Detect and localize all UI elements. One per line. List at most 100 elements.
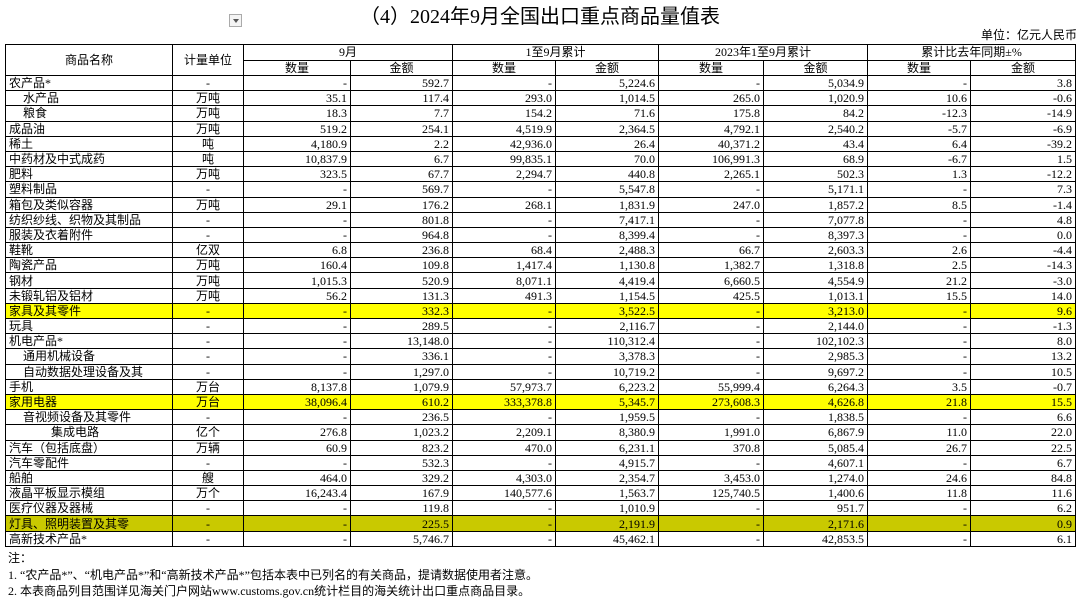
value-cell: 176.2: [349, 196, 454, 213]
value-cell: 4,180.9: [243, 135, 351, 152]
value-cell: 254.1: [349, 120, 454, 137]
value-cell: 8,397.3: [763, 226, 869, 244]
unit-cell: 万吨: [172, 287, 244, 304]
value-cell: 26.4: [555, 135, 660, 152]
value-cell: 5,085.4: [763, 439, 869, 456]
value-cell: 8.0: [970, 333, 1077, 350]
item-name: 高新技术产品*: [5, 530, 173, 547]
value-cell: 14.0: [970, 287, 1077, 304]
value-cell: 332.3: [349, 302, 454, 320]
value-cell: 5,171.1: [763, 181, 869, 198]
value-cell: 2,488.3: [555, 242, 660, 259]
value-cell: -4.4: [970, 242, 1077, 259]
table-row: 稀土吨 4,180.9 2.2 42,936.0 26.4 40,371.2 43.4 6.4…: [5, 135, 1077, 152]
value-cell: 84.8: [970, 469, 1077, 487]
value-cell: -: [867, 348, 972, 365]
value-cell: 2,265.1: [658, 166, 765, 183]
table-row: 陶瓷产品 万吨 160.4 109.8 1,417.4 1,130.8 1,382.7 1,3…: [5, 257, 1077, 274]
value-cell: 15.5: [970, 393, 1077, 411]
item-name: 灯具、照明装置及其零: [5, 515, 173, 532]
unit-cell: -: [172, 317, 244, 335]
value-cell: 42,853.5: [763, 530, 869, 547]
value-cell: 8,071.1: [452, 272, 557, 289]
item-name: 鞋靴: [5, 242, 173, 259]
value-cell: -: [658, 409, 765, 426]
value-cell: 2.2: [349, 135, 454, 152]
value-cell: 1,013.1: [763, 287, 869, 304]
value-cell: -: [243, 500, 351, 517]
value-cell: -: [658, 302, 765, 320]
value-cell: 6,231.1: [555, 439, 660, 456]
value-cell: 464.0: [243, 469, 351, 487]
value-cell: 5,746.7: [349, 530, 454, 547]
value-cell: 21.2: [867, 272, 972, 289]
value-cell: 7,077.8: [763, 211, 869, 228]
value-cell: -6.7: [867, 150, 972, 168]
table-row: 家用电器 万台 38,096.4 610.2 333,378.8 5,345.7 273,6…: [5, 393, 1077, 411]
value-cell: -12.3: [867, 105, 972, 122]
value-cell: 1,318.8: [763, 257, 869, 274]
table-row: 高新技术产品* - -5,746.7-45,462.1-42,853.5-6.1: [5, 530, 1077, 547]
value-cell: 2,294.7: [452, 166, 557, 183]
value-cell: 106,991.3: [658, 150, 765, 168]
filter-dropdown[interactable]: [229, 14, 242, 27]
value-cell: 42,936.0: [452, 135, 557, 152]
sub-header: 数量: [867, 59, 972, 76]
value-cell: 4,626.8: [763, 393, 869, 411]
value-cell: -14.3: [970, 257, 1077, 274]
value-cell: 71.6: [555, 105, 660, 122]
value-cell: 18.3: [243, 105, 351, 122]
unit-cell: -: [172, 409, 244, 426]
value-cell: 236.8: [349, 242, 454, 259]
unit-cell: -: [172, 515, 244, 532]
sub-header: 金额: [555, 59, 660, 76]
value-cell: 60.9: [243, 439, 351, 456]
value-cell: 236.5: [349, 409, 454, 426]
value-cell: -: [243, 317, 351, 335]
value-cell: -: [867, 302, 972, 320]
value-cell: 10,837.9: [243, 150, 351, 168]
table-row: 集成电路 亿个 276.8 1,023.2 2,209.1 8,380.9 1,991.0 6…: [5, 424, 1077, 441]
unit-cell: 万吨: [172, 90, 244, 107]
value-cell: -39.2: [970, 135, 1077, 152]
item-name: 船舶: [5, 469, 173, 487]
value-cell: -: [867, 530, 972, 547]
value-cell: 6.2: [970, 500, 1077, 517]
value-cell: 1.3: [867, 166, 972, 183]
value-cell: 45,462.1: [555, 530, 660, 547]
value-cell: 119.8: [349, 500, 454, 517]
unit-cell: -: [172, 181, 244, 198]
value-cell: 57,973.7: [452, 378, 557, 395]
value-cell: 0.9: [970, 515, 1077, 532]
value-cell: -: [243, 211, 351, 228]
value-cell: 1,023.2: [349, 424, 454, 441]
value-cell: -14.9: [970, 105, 1077, 122]
item-name: 通用机械设备: [5, 348, 173, 365]
value-cell: -0.6: [970, 90, 1077, 107]
value-cell: 1,297.0: [349, 363, 454, 380]
value-cell: 4,915.7: [555, 454, 660, 471]
table-row: 玩具 - -289.5-2,116.7-2,144.0- -1.3: [5, 317, 1077, 335]
value-cell: 3.8: [970, 74, 1077, 92]
unit-cell: -: [172, 348, 244, 365]
value-cell: 265.0: [658, 90, 765, 107]
value-cell: 3,378.3: [555, 348, 660, 365]
value-cell: 125,740.5: [658, 485, 765, 502]
item-name: 钢材: [5, 272, 173, 289]
item-name: 医疗仪器及器械: [5, 500, 173, 517]
value-cell: 8,137.8: [243, 378, 351, 395]
value-cell: -: [867, 363, 972, 380]
value-cell: -: [452, 454, 557, 471]
value-cell: -: [658, 181, 765, 198]
item-name: 集成电路: [5, 424, 173, 441]
value-cell: 1,857.2: [763, 196, 869, 213]
value-cell: 2,985.3: [763, 348, 869, 365]
value-cell: 610.2: [349, 393, 454, 411]
value-cell: -: [452, 363, 557, 380]
value-cell: -: [452, 302, 557, 320]
value-cell: 2,144.0: [763, 317, 869, 335]
value-cell: 102,102.3: [763, 333, 869, 350]
value-cell: -: [243, 181, 351, 198]
value-cell: 470.0: [452, 439, 557, 456]
value-cell: 3,522.5: [555, 302, 660, 320]
